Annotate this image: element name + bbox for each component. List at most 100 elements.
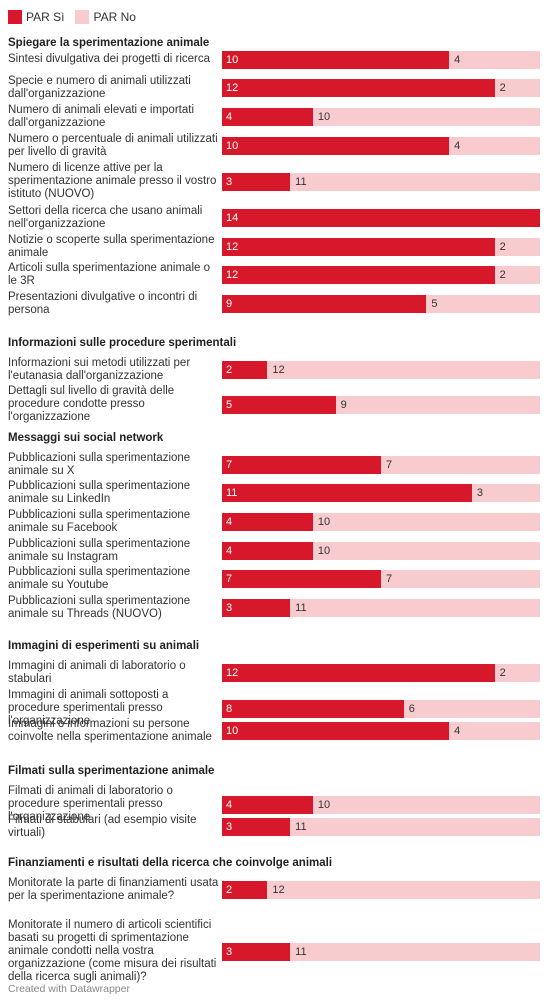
row-label: Pubblicazioni sulla sperimentazione anim…: [8, 480, 191, 505]
bar-par-no: [494, 238, 540, 256]
value-label-par-si: 11: [226, 487, 238, 499]
row-label: Immagini di animali sottoposti a procedu…: [8, 689, 169, 727]
value-label-par-si: 4: [226, 516, 233, 528]
bar-par-si: [222, 513, 313, 531]
value-label-par-no: 11: [295, 602, 307, 614]
bar-par-no: [290, 599, 540, 617]
value-label-par-no: 2: [499, 241, 506, 253]
legend-swatch-par-si: [8, 10, 22, 24]
bar-par-no: [494, 664, 540, 682]
bar-par-si: [222, 108, 313, 126]
section-title: Messaggi sui social network: [8, 432, 164, 444]
value-label-par-no: 12: [272, 364, 285, 376]
bar-par-si: [222, 818, 291, 836]
bar-par-si: [222, 881, 268, 899]
row-label: Numero di licenze attive per la sperimen…: [8, 162, 217, 200]
row-label: Monitorate la parte di finanziamenti usa…: [8, 877, 219, 902]
bar-par-si: [222, 79, 495, 97]
value-label-par-si: 10: [226, 725, 239, 737]
bar-par-si: [222, 50, 450, 69]
value-label-par-si: 12: [226, 269, 239, 281]
row-label: Filmati di animali di laboratorio o proc…: [8, 785, 173, 823]
value-label-par-si: 10: [226, 53, 239, 66]
bar-par-no: [449, 722, 540, 740]
value-label-par-no: 4: [454, 53, 461, 66]
value-label-par-si: 3: [226, 175, 233, 188]
row-label: Monitorate il numero di articoli scienti…: [8, 919, 217, 983]
bar-par-no: [335, 395, 540, 414]
bar-par-no: [494, 79, 540, 97]
chart-legend: PAR Sì PAR No: [8, 10, 147, 24]
row-label: Pubblicazioni sulla sperimentazione anim…: [8, 538, 191, 563]
value-label-par-si: 14: [226, 212, 239, 224]
bar-par-no: [403, 699, 540, 718]
bar-par-si: [222, 395, 336, 414]
value-label-par-no: 12: [272, 884, 285, 896]
bar-par-no: [426, 295, 540, 313]
bar-par-no: [312, 513, 540, 531]
section-title: Finanziamenti e risultati della ricerca …: [8, 857, 333, 869]
bar-par-no: [290, 172, 540, 191]
bar-par-si: [222, 209, 540, 227]
bar-par-si: [222, 542, 313, 560]
bar-par-no: [290, 942, 540, 961]
value-label-par-si: 9: [226, 298, 233, 310]
value-label-par-no: 10: [317, 545, 331, 557]
row-label: Articoli sulla sperimentazione animale o…: [8, 262, 210, 287]
section-title: Informazioni sulle procedure sperimental…: [8, 337, 237, 349]
bar-par-si: [222, 795, 313, 814]
value-label-par-no: 10: [317, 516, 331, 528]
bar-par-si: [222, 266, 495, 284]
row-label: Pubblicazioni sulla sperimentazione anim…: [8, 595, 191, 620]
row-label: Numero di animali elevati e importati da…: [8, 104, 194, 129]
bar-par-no: [449, 137, 540, 155]
value-label-par-no: 4: [454, 725, 461, 737]
value-label-par-si: 2: [226, 364, 233, 376]
bar-par-no: [381, 570, 540, 588]
attribution-footer: Created with Datawrapper: [8, 983, 130, 995]
value-label-par-no: 11: [295, 945, 307, 958]
value-label-par-si: 4: [226, 545, 233, 557]
value-label-par-si: 8: [226, 702, 233, 715]
row-label: Informazioni sui metodi utilizzati per l…: [8, 357, 191, 382]
value-label-par-si: 3: [226, 821, 233, 833]
row-label: Presentazioni divulgative o incontri di …: [8, 291, 198, 316]
value-label-par-no: 11: [295, 175, 307, 188]
value-label-par-no: 5: [431, 298, 438, 310]
bar-par-si: [222, 361, 268, 379]
legend-item-par-si: PAR Sì: [8, 10, 64, 24]
bar-par-si: [222, 238, 495, 256]
bar-par-no: [471, 484, 540, 502]
bar-par-si: [222, 484, 472, 502]
bar-par-no: [290, 818, 540, 836]
bar-par-no: [494, 266, 540, 284]
row-label: Pubblicazioni sulla sperimentazione anim…: [8, 509, 191, 534]
row-label: Dettagli sul livello di gravità delle pr…: [8, 385, 175, 423]
bar-par-si: [222, 942, 291, 961]
section-title: Immagini di esperimenti su animali: [8, 640, 200, 652]
bar-par-no: [267, 881, 540, 899]
row-label: Immagini o informazioni su persone coinv…: [8, 718, 212, 743]
legend-label-par-no: PAR No: [93, 10, 136, 24]
value-label-par-no: 2: [499, 269, 506, 281]
value-label-par-si: 4: [226, 111, 233, 123]
row-label: Pubblicazioni sulla sperimentazione anim…: [8, 452, 191, 477]
bar-par-no: [312, 108, 540, 126]
value-label-par-no: 11: [295, 821, 307, 833]
bar-par-no: [312, 795, 540, 814]
section-title: Filmati sulla sperimentazione animale: [8, 765, 215, 777]
row-label: Settori della ricerca che usano animali …: [8, 205, 203, 230]
bar-par-no: [449, 50, 540, 69]
legend-label-par-si: PAR Sì: [26, 10, 65, 24]
section-title: Spiegare la sperimentazione animale: [8, 37, 210, 49]
bar-par-si: [222, 570, 381, 588]
bar-par-si: [222, 699, 404, 718]
row-label: Numero o percentuale di animali utilizza…: [8, 133, 218, 158]
bar-par-si: [222, 456, 381, 474]
value-label-par-no: 7: [386, 573, 393, 585]
bar-par-si: [222, 722, 450, 740]
value-label-par-si: 5: [226, 398, 233, 411]
value-label-par-si: 3: [226, 945, 233, 958]
legend-swatch-par-no: [75, 10, 90, 24]
bar-par-no: [381, 456, 540, 474]
